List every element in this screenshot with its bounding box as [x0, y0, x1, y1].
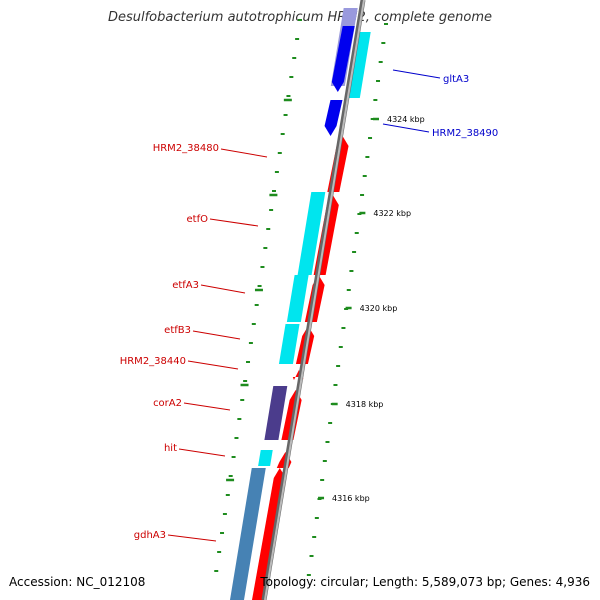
- gene-label-HRM2_38490: HRM2_38490: [432, 128, 498, 139]
- tick-label: 4322 kbp: [373, 209, 411, 218]
- topology-text: Topology: circular; Length: 5,589,073 bp…: [260, 575, 590, 589]
- gene-leader-line: [220, 148, 268, 158]
- cds-gltA3: [331, 26, 355, 92]
- gene-leader-line: [187, 360, 239, 370]
- gene-label-HRM2_38480: HRM2_38480: [153, 143, 219, 154]
- tick-label: 4320 kbp: [360, 304, 398, 313]
- gene-label-gdhA3: gdhA3: [134, 530, 166, 541]
- accession-text: Accession: NC_012108: [9, 575, 146, 589]
- gene-label-gltA3: gltA3: [443, 74, 469, 85]
- cds-HRM2_38490: [324, 100, 343, 136]
- cog-etfA3: [286, 275, 309, 322]
- gene-label-corA2: corA2: [153, 398, 182, 409]
- cog-hit: [258, 450, 273, 466]
- cds-gdhA3: [251, 468, 286, 600]
- gene-leader-line: [183, 402, 231, 411]
- gene-leader-line: [192, 330, 241, 340]
- gene-leader-line: [167, 534, 217, 542]
- cog-etfB3: [278, 324, 300, 364]
- gene-leader-line: [178, 448, 226, 457]
- tick-label: 4318 kbp: [346, 400, 384, 409]
- gene-leader-line: [200, 284, 246, 294]
- gene-label-etfA3: etfA3: [172, 280, 199, 291]
- cog-gdhA3: [229, 468, 266, 600]
- cog-etfO: [297, 192, 326, 275]
- cds-HRM2_38440: [292, 370, 304, 380]
- gene-label-hit: hit: [164, 443, 177, 454]
- tick-label: 4324 kbp: [387, 115, 425, 124]
- cog-corA2: [264, 386, 288, 440]
- gene-label-etfO: etfO: [187, 214, 209, 225]
- gene-leader-line: [382, 123, 430, 133]
- map-title: Desulfobacterium autotrophicum HRM2, com…: [107, 10, 493, 25]
- gene-label-etfB3: etfB3: [164, 325, 191, 336]
- gene-leader-line: [392, 69, 441, 79]
- backbone-highlight: [264, 0, 365, 600]
- tick-label: 4316 kbp: [332, 494, 370, 503]
- gene-label-HRM2_38440: HRM2_38440: [120, 356, 186, 367]
- gene-leader-line: [209, 218, 259, 227]
- cog-gltA3: [347, 32, 371, 98]
